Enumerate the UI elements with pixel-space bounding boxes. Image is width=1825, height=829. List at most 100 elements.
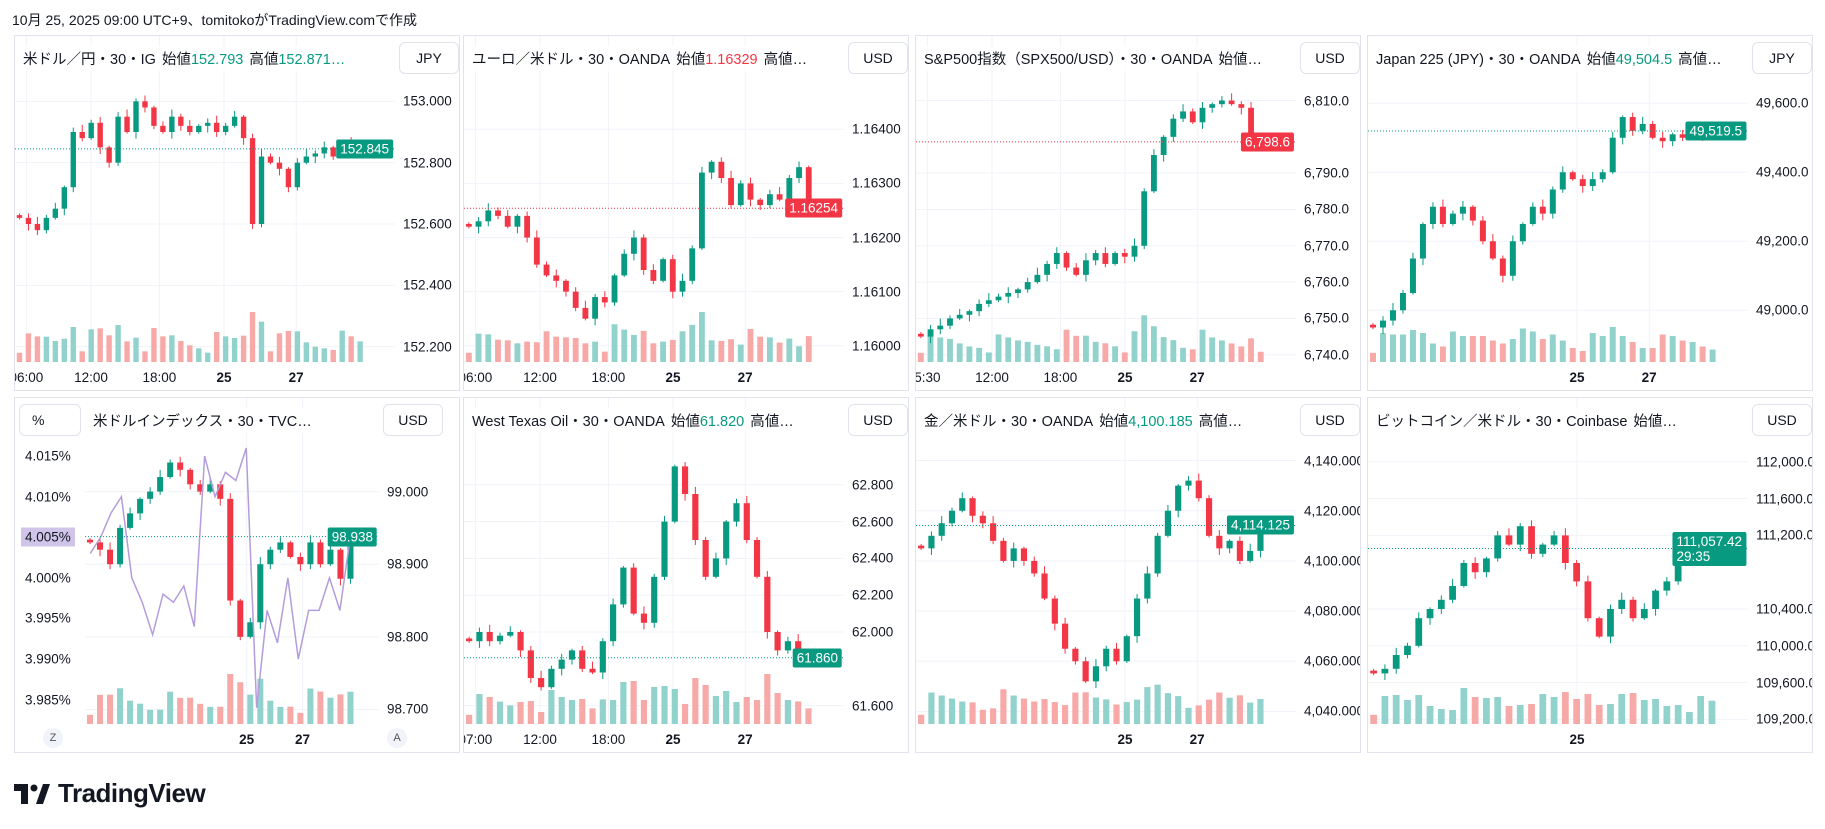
chart-panel[interactable]: 62.800 62.600 62.400 62.200 62.000 61.600 61.8…: [463, 397, 909, 753]
price-axis[interactable]: 49,600.0 49,400.0 49,200.0 49,000.0: [1748, 36, 1812, 362]
candle-body: [1550, 535, 1558, 545]
left-axis-tick: 3.985%: [25, 692, 71, 708]
auto-scale-button[interactable]: A: [387, 728, 407, 748]
chart-panel[interactable]: 153.000 152.800 152.600 152.400 152.200 152.8…: [14, 35, 460, 391]
last-price-value: 152.845: [340, 141, 389, 157]
price-chart[interactable]: [464, 36, 909, 391]
price-axis-tick: 153.000: [403, 93, 452, 109]
currency-button[interactable]: USD: [848, 404, 908, 436]
chart-panel[interactable]: 4.015% 4.010% 4.005% 4.000% 3.995% 3.990% 3.98…: [14, 397, 460, 753]
symbol-legend[interactable]: West Texas Oil・30・OANDA 始値61.820 高値…: [470, 408, 796, 433]
symbol-legend[interactable]: Japan 225 (JPY)・30・OANDA 始値49,504.5 高値…: [1374, 46, 1724, 71]
symbol-title: ユーロ／米ドル・30・OANDA: [472, 52, 671, 68]
symbol-legend[interactable]: 米ドル／円・30・IG 始値152.793 高値152.871…: [21, 46, 348, 71]
volume-bar: [699, 312, 705, 362]
candle-body: [572, 291, 579, 308]
currency-button[interactable]: USD: [1300, 404, 1360, 436]
price-chart[interactable]: [916, 36, 1361, 391]
candle-body: [737, 183, 744, 206]
price-chart[interactable]: [15, 398, 460, 753]
chart-panel[interactable]: 6,810.0 6,790.0 6,780.0 6,770.0 6,760.0 6,750…: [915, 35, 1361, 391]
candle-body: [712, 558, 720, 577]
price-axis-tick: 6,750.0: [1304, 310, 1350, 326]
volume-bar: [1092, 697, 1100, 724]
tradingview-logo[interactable]: TradingView: [14, 778, 206, 809]
candle-body: [495, 210, 501, 216]
currency-button[interactable]: JPY: [399, 42, 459, 74]
candle-body: [743, 503, 750, 540]
candle-body: [733, 503, 740, 522]
time-axis-tick: 18:00: [142, 370, 177, 385]
currency-button[interactable]: USD: [1300, 42, 1360, 74]
price-axis[interactable]: 62.800 62.600 62.400 62.200 62.000 61.600: [844, 398, 908, 724]
chart-panel[interactable]: 49,600.0 49,400.0 49,200.0 49,000.0 49,519.5…: [1367, 35, 1813, 391]
symbol-legend[interactable]: ユーロ／米ドル・30・OANDA 始値1.16329 高値…: [470, 46, 810, 71]
volume-bar: [582, 343, 589, 362]
left-price-axis[interactable]: 4.015% 4.010% 4.005% 4.000% 3.995% 3.990% 3.98…: [19, 398, 85, 724]
price-axis-tick: 49,400.0: [1756, 164, 1809, 180]
price-chart[interactable]: [15, 36, 460, 391]
candle-body: [1082, 661, 1089, 682]
candle-body: [976, 303, 983, 312]
symbol-legend[interactable]: 米ドルインデックス・30・TVC…: [91, 408, 314, 433]
zoom-scale-button[interactable]: Z: [43, 728, 63, 748]
candle-body: [1674, 563, 1682, 582]
volume-bar: [1516, 705, 1524, 724]
price-chart[interactable]: [1368, 398, 1813, 753]
candle-body: [1618, 599, 1626, 609]
price-axis[interactable]: 1.16400 1.16300 1.16200 1.16100 1.16000: [844, 36, 908, 362]
price-chart[interactable]: [916, 398, 1361, 753]
candle-body: [1141, 191, 1148, 246]
percent-scale-button[interactable]: %: [19, 404, 81, 436]
volume-bar: [1053, 349, 1060, 362]
chart-panel[interactable]: 1.16400 1.16300 1.16200 1.16100 1.16000 1.162…: [463, 35, 909, 391]
symbol-legend[interactable]: S&P500指数（SPX500/USD）・30・OANDA 始値…: [922, 46, 1264, 71]
symbol-legend[interactable]: ビットコイン／米ドル・30・Coinbase 始値…: [1374, 408, 1679, 433]
candle-body: [1437, 599, 1445, 609]
time-axis-tick: 27: [737, 732, 753, 747]
price-axis[interactable]: 112,000.00 111,600.00 111,200.00 110,400.00…: [1748, 398, 1812, 727]
volume-bar: [227, 674, 234, 724]
price-axis[interactable]: 99.000 98.900 98.800 98.700: [379, 398, 459, 724]
volume-bar: [466, 714, 473, 724]
chart-panel[interactable]: 4,140.000 4,120.000 4,100.000 4,080.000 4,06…: [915, 397, 1361, 753]
volume-bar: [689, 324, 696, 362]
price-axis[interactable]: 6,810.0 6,790.0 6,780.0 6,770.0 6,760.0 6,750…: [1296, 36, 1360, 362]
volume-bar: [640, 330, 647, 362]
candle-body: [679, 280, 686, 292]
chart-panel[interactable]: 112,000.00 111,600.00 111,200.00 110,400.00…: [1367, 397, 1813, 753]
volume-bar: [1034, 344, 1041, 362]
volume-bar: [1699, 346, 1706, 362]
volume-bar: [1228, 343, 1235, 362]
price-chart[interactable]: [1368, 36, 1813, 391]
price-axis[interactable]: 4,140.000 4,120.000 4,100.000 4,080.000 4,06…: [1296, 398, 1360, 724]
candle-body: [1092, 666, 1100, 682]
candle-body: [486, 632, 493, 642]
price-axis-tick: 6,810.0: [1304, 93, 1350, 109]
candle-body: [231, 116, 238, 126]
candle-body: [466, 638, 473, 642]
price-axis[interactable]: 153.000 152.800 152.600 152.400 152.200: [395, 36, 459, 362]
last-price-value: 61.860: [796, 650, 838, 666]
symbol-legend[interactable]: 金／米ドル・30・OANDA 始値4,100.185 高値…: [922, 408, 1245, 433]
time-axis-tick: 25: [665, 370, 681, 385]
volume-bar: [927, 332, 934, 362]
candle-body: [465, 223, 472, 227]
candle-body: [1379, 320, 1386, 328]
high-label: 高値…: [1678, 52, 1722, 68]
volume-bar: [1185, 707, 1192, 724]
volume-bar: [97, 328, 103, 362]
currency-button[interactable]: JPY: [1752, 42, 1812, 74]
time-axis-tick: 27: [737, 370, 753, 385]
candle-body: [753, 540, 761, 577]
price-chart[interactable]: [464, 398, 909, 753]
currency-button[interactable]: USD: [1752, 404, 1812, 436]
high-label: 高値…: [750, 414, 794, 430]
volume-bar: [611, 324, 618, 362]
currency-button[interactable]: USD: [848, 42, 908, 74]
candle-body: [160, 125, 166, 132]
volume-bar: [1419, 333, 1426, 362]
left-axis-tick: 4.015%: [25, 448, 71, 464]
candle-body: [1092, 253, 1099, 261]
currency-button[interactable]: USD: [383, 404, 443, 436]
